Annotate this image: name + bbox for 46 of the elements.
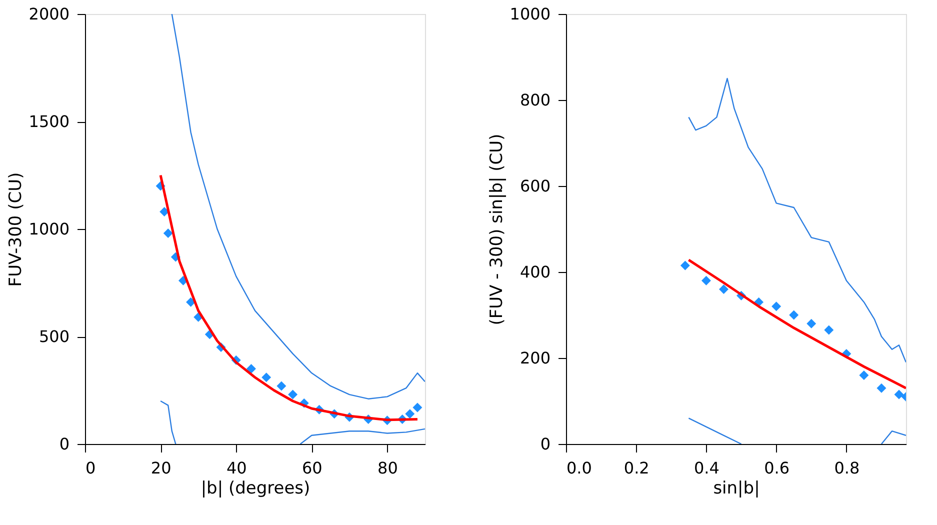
- y-tick-label: 400: [520, 262, 550, 282]
- point: [186, 297, 196, 307]
- y-tick-label: 600: [520, 176, 550, 196]
- y-tick-label: 2000: [28, 4, 70, 24]
- x-axis-title: |b| (degrees): [200, 478, 310, 498]
- y-axis-title: (FUV - 300) sin|b| (CU): [486, 134, 507, 326]
- y-tick-label: 500: [38, 327, 70, 346]
- x-tick-label: 40: [226, 458, 247, 478]
- x-tick-label: 0.4: [694, 458, 720, 478]
- y-tick-label: 0: [540, 434, 550, 454]
- point: [824, 325, 834, 335]
- point: [680, 260, 690, 270]
- point: [276, 381, 286, 391]
- line-series: [171, 14, 425, 400]
- point: [246, 364, 256, 374]
- y-tick-label: 1000: [28, 220, 70, 238]
- point: [876, 383, 886, 393]
- y-tick-label: 0: [59, 434, 70, 454]
- x-tick-label: 0.8: [834, 458, 860, 478]
- point: [806, 318, 816, 328]
- y-tick-label: 1000: [510, 4, 550, 24]
- point: [718, 284, 728, 294]
- x-tick-label: 0.2: [624, 458, 650, 478]
- x-axis-title: sin|b|: [713, 478, 760, 498]
- point: [405, 409, 415, 419]
- x-tick-label: 0.6: [764, 458, 790, 478]
- point: [859, 370, 869, 380]
- line-series: [688, 78, 906, 363]
- point: [262, 372, 272, 382]
- x-tick-label: 0.0: [566, 458, 592, 478]
- x-tick-label: 80: [378, 458, 398, 478]
- point: [789, 310, 799, 320]
- point: [160, 207, 170, 217]
- x-tick-label: 20: [150, 458, 172, 478]
- point: [412, 402, 422, 412]
- point: [894, 390, 904, 400]
- point: [163, 228, 173, 238]
- y-tick-label: 200: [520, 348, 550, 368]
- point: [701, 276, 711, 286]
- y-tick-label: 1500: [28, 112, 70, 131]
- y-tick-label: 800: [520, 90, 550, 110]
- x-tick-label: 60: [302, 458, 322, 478]
- y-axis-title: FUV-300 (CU): [6, 172, 26, 287]
- x-tick-label: 0: [86, 458, 96, 478]
- point: [288, 390, 298, 400]
- point: [772, 302, 782, 312]
